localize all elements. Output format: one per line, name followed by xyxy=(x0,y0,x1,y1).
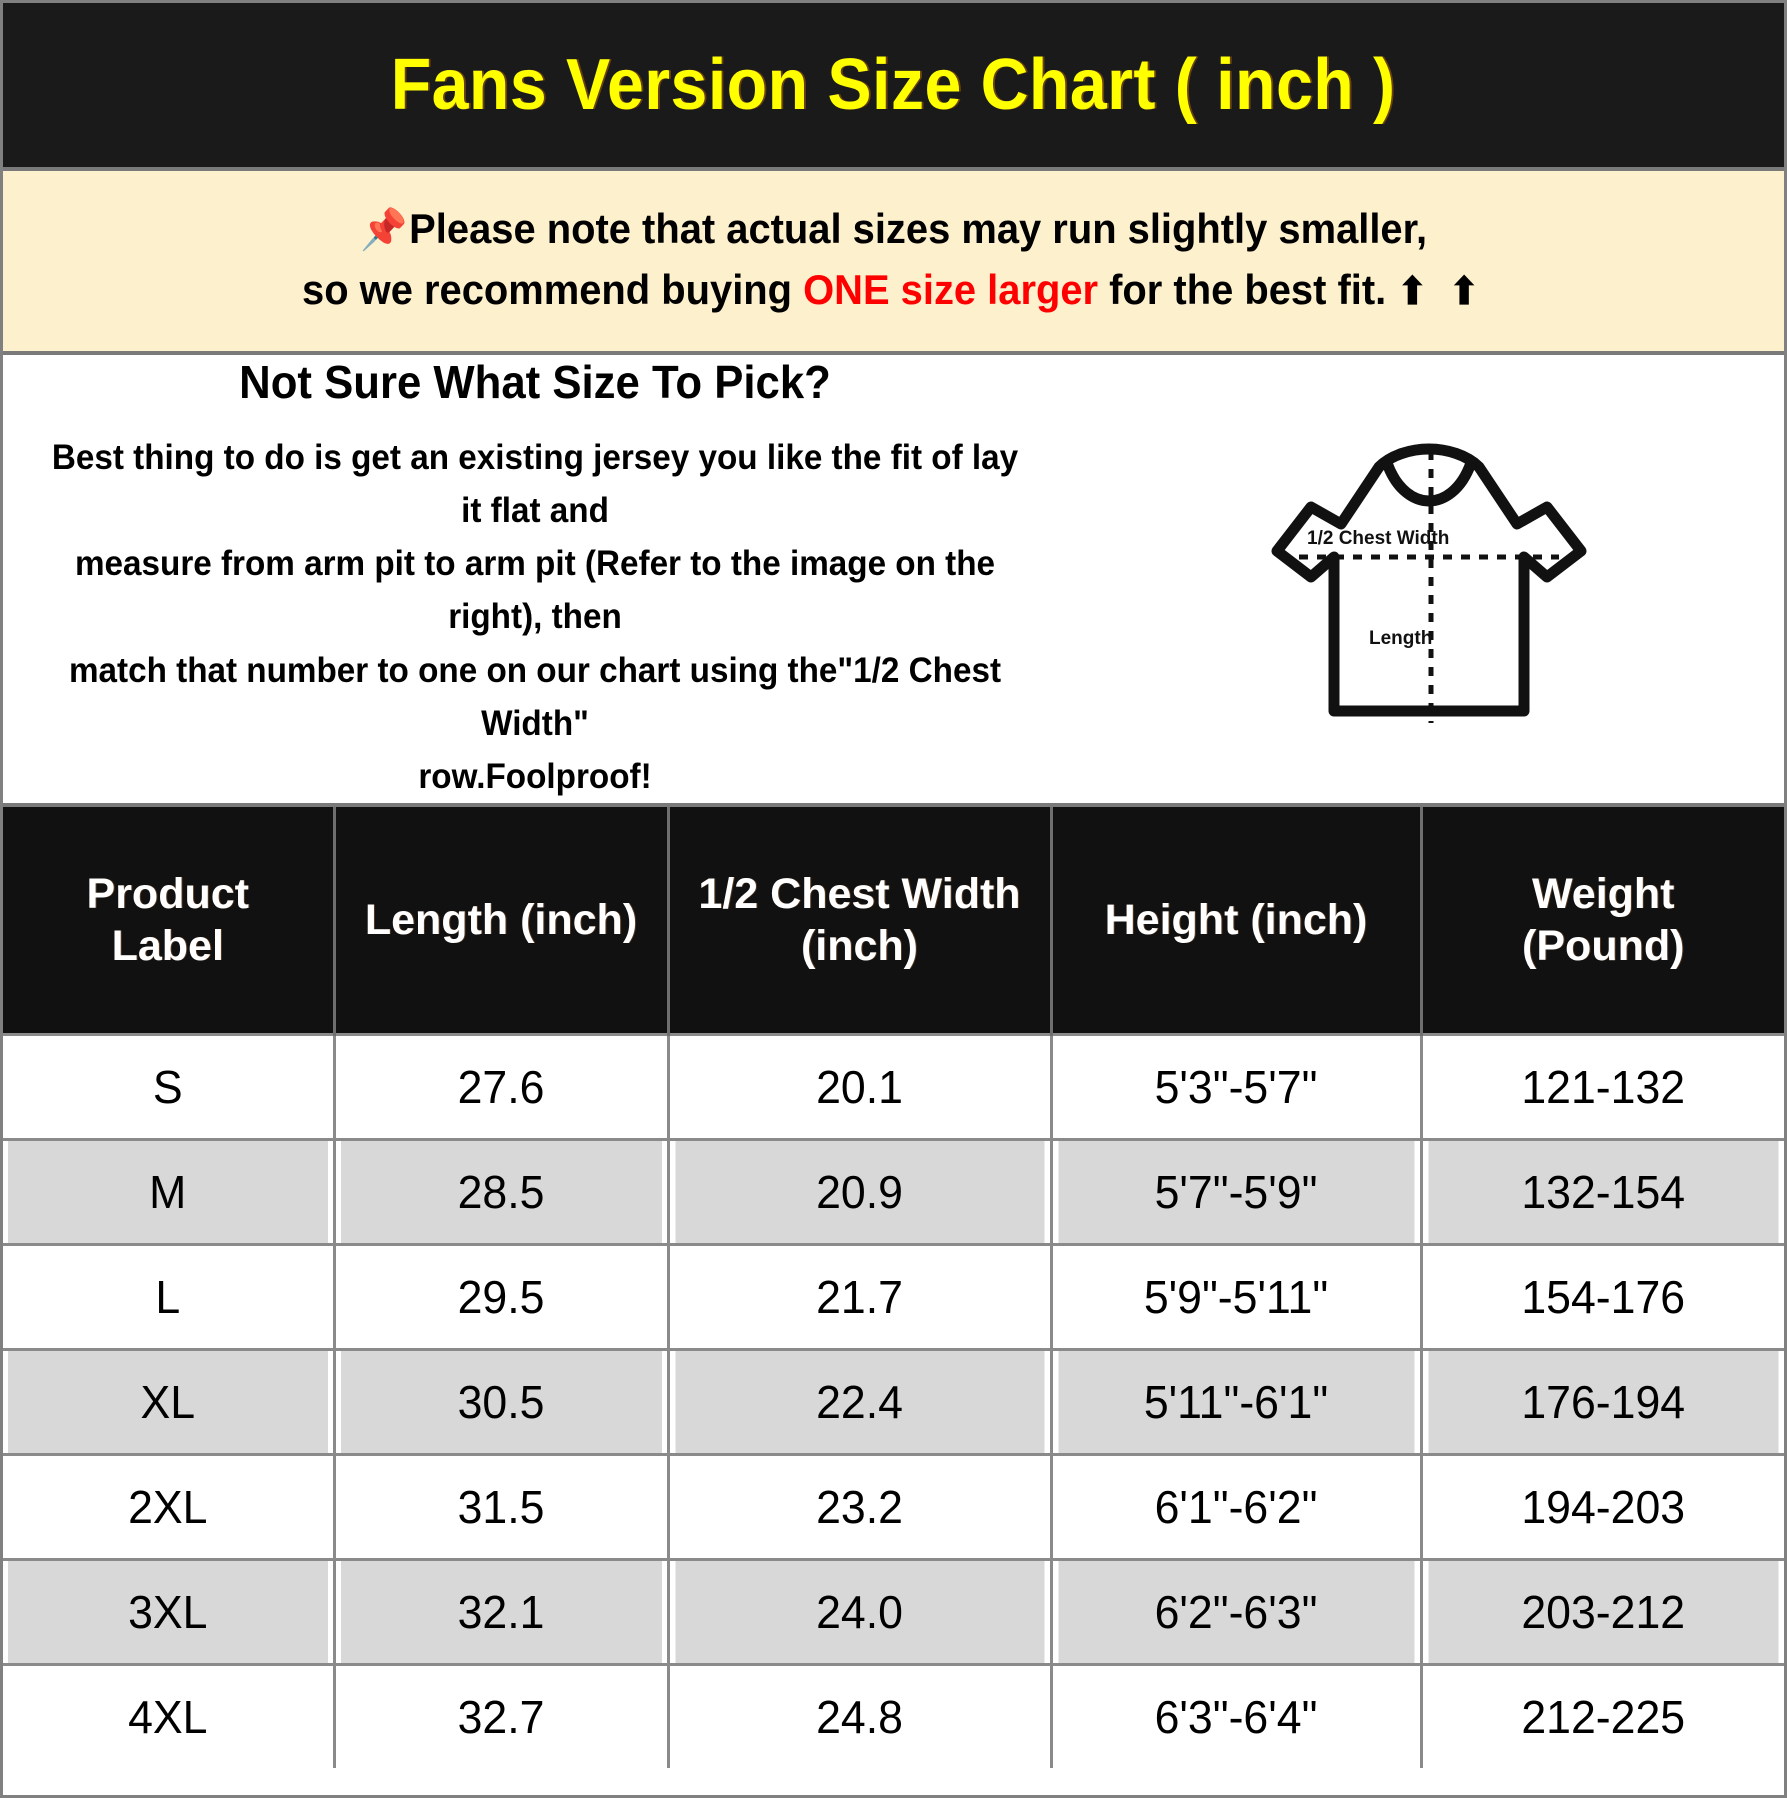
cell-half-chest-width: 23.2 xyxy=(673,1453,1047,1560)
sizing-guide-section: Not Sure What Size To Pick? Best thing t… xyxy=(3,355,1784,807)
cell-weight: 154-176 xyxy=(1426,1243,1779,1350)
note-line-2: so we recommend buying ONE size larger f… xyxy=(48,260,1740,321)
table-header: Product Label Length (inch) 1/2 Chest Wi… xyxy=(3,807,1784,1035)
size-chart-table: Product Label Length (inch) 1/2 Chest Wi… xyxy=(3,807,1784,1768)
tshirt-diagram-icon: 1/2 Chest Width Length xyxy=(1271,443,1586,723)
cell-height: 5'11"-6'1" xyxy=(1056,1348,1417,1455)
header-line: Length (inch) xyxy=(364,895,638,944)
cell-weight: 194-203 xyxy=(1426,1453,1779,1560)
table-row: 2XL 31.5 23.2 6'1"-6'2" 194-203 xyxy=(3,1453,1784,1560)
pushpin-icon: 📌 xyxy=(359,208,408,252)
cell-weight: 176-194 xyxy=(1426,1348,1779,1455)
column-header-height: Height (inch) xyxy=(1051,807,1423,1035)
arrow-up-icons: ⬆ ⬆ xyxy=(1397,270,1485,313)
header-line: Product xyxy=(86,869,249,918)
guide-line-2: measure from arm pit to arm pit (Refer t… xyxy=(74,544,996,637)
tshirt-diagram-wrapper: 1/2 Chest Width Length xyxy=(1073,429,1784,729)
guide-paragraph: Best thing to do is get an existing jers… xyxy=(37,431,1033,803)
cell-height: 6'2"-6'3" xyxy=(1056,1558,1417,1665)
header-line: Height (inch) xyxy=(1104,895,1368,944)
cell-product-label: M xyxy=(7,1138,331,1245)
cell-weight: 212-225 xyxy=(1426,1663,1779,1768)
note-banner: 📌Please note that actual sizes may run s… xyxy=(3,171,1784,355)
cell-half-chest-width: 20.1 xyxy=(673,1033,1047,1140)
cell-half-chest-width: 20.9 xyxy=(673,1138,1047,1245)
guide-line-1: Best thing to do is get an existing jers… xyxy=(51,437,1019,531)
note-line-1-text: Please note that actual sizes may run sl… xyxy=(409,205,1428,252)
cell-weight: 132-154 xyxy=(1426,1138,1779,1245)
guide-line-4: row.Foolproof! xyxy=(418,756,652,796)
cell-length: 31.5 xyxy=(339,1453,665,1560)
cell-weight: 203-212 xyxy=(1426,1558,1779,1665)
length-label: Length xyxy=(1369,628,1432,649)
cell-length: 29.5 xyxy=(339,1243,665,1350)
note-line-1: 📌Please note that actual sizes may run s… xyxy=(48,199,1740,260)
guide-heading: Not Sure What Size To Pick? xyxy=(239,355,831,408)
cell-length: 32.1 xyxy=(339,1558,665,1665)
column-header-half-chest-width: 1/2 Chest Width (inch) xyxy=(668,807,1053,1035)
cell-height: 6'1"-6'2" xyxy=(1056,1453,1417,1560)
cell-length: 32.7 xyxy=(339,1663,665,1768)
chest-width-label: 1/2 Chest Width xyxy=(1307,528,1449,549)
column-header-weight: Weight (Pound) xyxy=(1421,807,1784,1035)
cell-length: 27.6 xyxy=(339,1033,665,1140)
header-line: (inch) xyxy=(800,922,919,970)
cell-product-label: 4XL xyxy=(7,1663,331,1768)
note-highlight: ONE size larger xyxy=(803,265,1099,313)
table-row: S 27.6 20.1 5'3"-5'7" 121-132 xyxy=(3,1033,1784,1140)
guide-line-3: match that number to one on our chart us… xyxy=(68,650,1002,743)
table-row: 3XL 32.1 24.0 6'2"-6'3" 203-212 xyxy=(3,1558,1784,1665)
cell-height: 5'7"-5'9" xyxy=(1056,1138,1417,1245)
header-line: Label xyxy=(111,922,224,970)
cell-product-label: 2XL xyxy=(7,1453,331,1560)
table-row: M 28.5 20.9 5'7"-5'9" 132-154 xyxy=(3,1138,1784,1245)
cell-product-label: S xyxy=(7,1033,331,1140)
cell-length: 30.5 xyxy=(339,1348,665,1455)
cell-height: 5'3"-5'7" xyxy=(1056,1033,1417,1140)
table-row: XL 30.5 22.4 5'11"-6'1" 176-194 xyxy=(3,1348,1784,1455)
note-line-2-suffix: for the best fit. xyxy=(1098,265,1398,313)
header-line: (Pound) xyxy=(1522,922,1685,970)
cell-product-label: L xyxy=(7,1243,331,1350)
column-header-product-label: Product Label xyxy=(3,807,336,1035)
tshirt-collar-shape xyxy=(1381,457,1476,507)
cell-height: 5'9"-5'11" xyxy=(1056,1243,1417,1350)
cell-product-label: XL xyxy=(7,1348,331,1455)
table-row: L 29.5 21.7 5'9"-5'11" 154-176 xyxy=(3,1243,1784,1350)
cell-half-chest-width: 22.4 xyxy=(673,1348,1047,1455)
header-line: 1/2 Chest Width xyxy=(698,869,1021,918)
sizing-guide-text: Not Sure What Size To Pick? Best thing t… xyxy=(3,355,1073,803)
cell-half-chest-width: 24.8 xyxy=(673,1663,1047,1768)
cell-height: 6'3"-6'4" xyxy=(1056,1663,1417,1768)
note-line-2-prefix: so we recommend buying xyxy=(302,265,804,313)
table-body: S 27.6 20.1 5'3"-5'7" 121-132 M 28.5 20.9 5'7"-5… xyxy=(3,1033,1784,1768)
cell-length: 28.5 xyxy=(339,1138,665,1245)
cell-half-chest-width: 24.0 xyxy=(673,1558,1047,1665)
cell-weight: 121-132 xyxy=(1426,1033,1779,1140)
cell-half-chest-width: 21.7 xyxy=(673,1243,1047,1350)
title-bar: Fans Version Size Chart ( inch ) xyxy=(3,3,1784,171)
page-title: Fans Version Size Chart ( inch ) xyxy=(391,45,1396,125)
table-row: 4XL 32.7 24.8 6'3"-6'4" 212-225 xyxy=(3,1663,1784,1768)
table-header-row: Product Label Length (inch) 1/2 Chest Wi… xyxy=(3,807,1784,1035)
header-line: Weight xyxy=(1531,869,1675,918)
cell-product-label: 3XL xyxy=(7,1558,331,1665)
column-header-length: Length (inch) xyxy=(334,807,670,1035)
